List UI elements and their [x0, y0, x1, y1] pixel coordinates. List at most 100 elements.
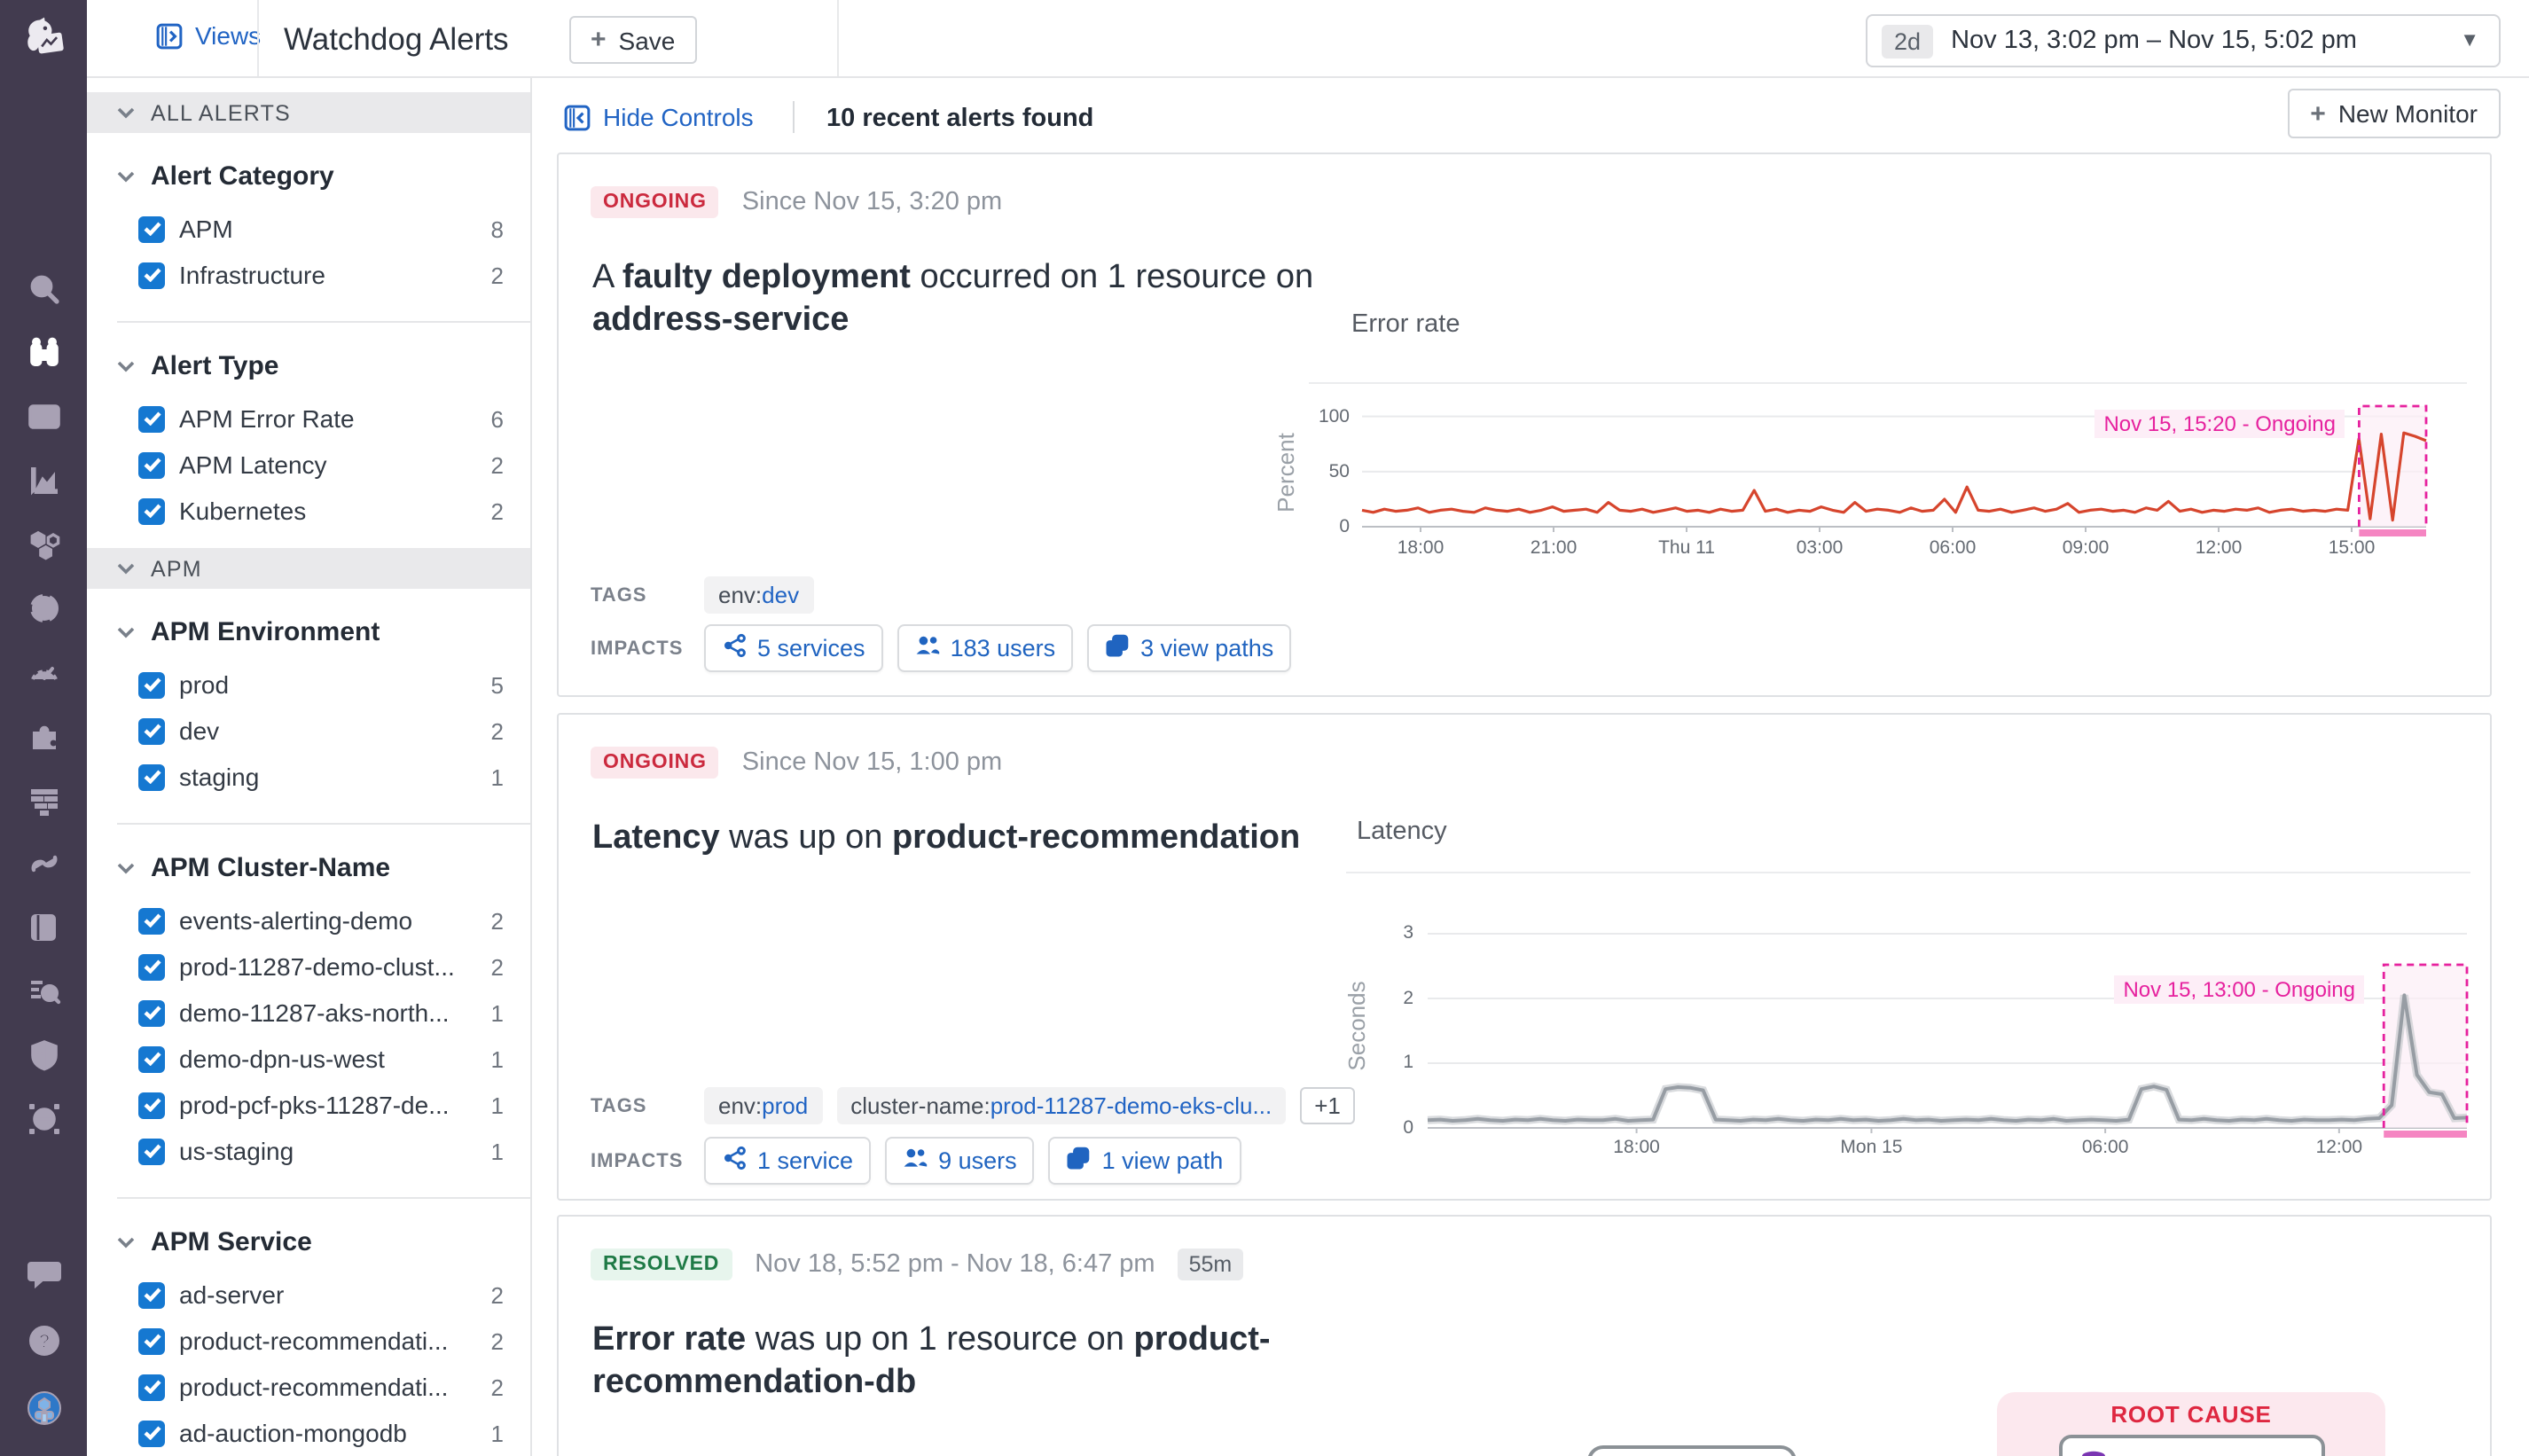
checkbox-checked[interactable]: [138, 1092, 165, 1118]
alert-title: A faulty deployment occurred on 1 resour…: [592, 259, 1314, 339]
checkbox-checked[interactable]: [138, 953, 165, 980]
impact-services-button[interactable]: 5 services: [704, 624, 883, 672]
checkbox-checked[interactable]: [138, 1420, 165, 1446]
save-button[interactable]: + Save: [569, 16, 697, 64]
apm-icon[interactable]: [24, 589, 63, 628]
filter-row-product-recommendati-[interactable]: product-recommendati... 2: [87, 1364, 530, 1410]
checkbox-checked[interactable]: [138, 1327, 165, 1354]
impact-view-paths-button[interactable]: 3 view paths: [1087, 624, 1292, 672]
filter-row-infrastructure[interactable]: Infrastructure 2: [87, 252, 530, 298]
filter-row-staging[interactable]: staging 1: [87, 754, 530, 800]
check-icon: [143, 1144, 161, 1158]
new-monitor-label: New Monitor: [2337, 99, 2478, 128]
notebooks-icon[interactable]: [24, 908, 63, 947]
filter-row-prod-pcf-pks-11287-de-[interactable]: prod-pcf-pks-11287-de... 1: [87, 1082, 530, 1128]
filter-row-demo-11287-aks-north-[interactable]: demo-11287-aks-north... 1: [87, 990, 530, 1036]
anomaly-annotation: Nov 15, 13:00 - Ongoing: [2114, 975, 2364, 1004]
checkbox-checked[interactable]: [138, 405, 165, 432]
trace-search-icon[interactable]: [24, 972, 63, 1011]
impact-services-button[interactable]: 1 service: [704, 1137, 872, 1185]
impact-label: 1 view path: [1101, 1147, 1224, 1174]
network-globe-icon[interactable]: [24, 1100, 63, 1139]
impact-users-button[interactable]: 183 users: [897, 624, 1074, 672]
filter-group-title[interactable]: APM Cluster-Name: [87, 848, 530, 887]
checkbox-checked[interactable]: [138, 671, 165, 698]
filter-group-title[interactable]: Alert Category: [87, 156, 530, 195]
latency-chart[interactable]: Latency Seconds 0 1 2 3 18:00 Mon 15 06:00 12:0…: [559, 715, 2490, 1199]
filter-group-title[interactable]: Alert Type: [87, 346, 530, 385]
metrics-icon[interactable]: [24, 461, 63, 500]
checkbox-checked[interactable]: [138, 497, 165, 524]
error-rate-chart[interactable]: Error rate Percent 0 50 100 18:00 21:00 Thu 1…: [559, 154, 2490, 695]
filter-group-apm-cluster-name: APM Cluster-Name events-alerting-demo 2 pro…: [87, 848, 530, 1174]
checkbox-checked[interactable]: [138, 1045, 165, 1072]
tag-pill[interactable]: env:prod: [704, 1087, 823, 1124]
filter-row-dev[interactable]: dev 2: [87, 708, 530, 754]
logs-filter-icon[interactable]: [24, 780, 63, 819]
filter-row-ad-server[interactable]: ad-server 2: [87, 1272, 530, 1318]
infrastructure-icon[interactable]: [24, 525, 63, 564]
more-tags-pill[interactable]: +1: [1300, 1087, 1355, 1124]
search-icon[interactable]: [24, 270, 63, 309]
apm-section-header[interactable]: APM: [87, 548, 530, 589]
filter-row-prod-11287-demo-clust-[interactable]: prod-11287-demo-clust... 2: [87, 943, 530, 990]
new-monitor-button[interactable]: + New Monitor: [2287, 89, 2501, 138]
filter-row-us-staging[interactable]: us-staging 1: [87, 1128, 530, 1174]
chevron-down-icon: [117, 563, 135, 575]
checkbox-checked[interactable]: [138, 215, 165, 242]
filter-group-title[interactable]: APM Environment: [87, 612, 530, 651]
filter-count: 8: [490, 215, 504, 242]
alert-card-latency[interactable]: ONGOING Since Nov 15, 1:00 pm Latency wa…: [557, 713, 2492, 1201]
checkbox-checked[interactable]: [138, 451, 165, 478]
save-label: Save: [618, 26, 676, 54]
x-tick-label: 21:00: [1530, 537, 1578, 559]
filter-row-apm-latency[interactable]: APM Latency 2: [87, 442, 530, 488]
chart-title: Error rate: [1351, 310, 1460, 339]
filter-row-kubernetes[interactable]: Kubernetes 2: [87, 488, 530, 534]
check-icon: [143, 677, 161, 692]
hide-controls-button[interactable]: Hide Controls: [564, 103, 754, 131]
time-range-picker[interactable]: 2d Nov 13, 3:02 pm – Nov 15, 5:02 pm ▼: [1866, 14, 2501, 67]
filter-row-ad-auction-mongodb[interactable]: ad-auction-mongodb 1: [87, 1410, 530, 1456]
views-button[interactable]: Views: [156, 21, 261, 50]
integrations-puzzle-icon[interactable]: [24, 716, 63, 755]
root-cause-service-node[interactable]: product-: [2058, 1435, 2324, 1456]
checkbox-checked[interactable]: [138, 717, 165, 744]
checkbox-checked[interactable]: [138, 1374, 165, 1400]
dashboards-icon[interactable]: [24, 397, 63, 436]
tag-pill[interactable]: cluster-name:prod-11287-demo-eks-clu...: [836, 1087, 1287, 1124]
all-alerts-section-header[interactable]: ALL ALERTS: [87, 92, 530, 133]
checkbox-checked[interactable]: [138, 1281, 165, 1308]
top-bar: Views Watchdog Alerts + Save 2d Nov 13, …: [87, 0, 2529, 78]
checkbox-checked[interactable]: [138, 763, 165, 790]
filter-row-events-alerting-demo[interactable]: events-alerting-demo 2: [87, 897, 530, 943]
checkbox-checked[interactable]: [138, 999, 165, 1026]
watchdog-icon[interactable]: [24, 333, 63, 372]
chat-icon[interactable]: [26, 1256, 61, 1300]
y-tick-label: 3: [1403, 922, 1413, 944]
y-tick-label: 50: [1328, 460, 1350, 482]
security-shield-icon[interactable]: [24, 1036, 63, 1075]
alert-card-faulty-deployment[interactable]: ONGOING Since Nov 15, 3:20 pm A faulty d…: [557, 153, 2492, 697]
alert-card-error-rate-resolved[interactable]: RESOLVED Nov 18, 5:52 pm - Nov 18, 6:47 …: [557, 1215, 2492, 1456]
filter-group-title[interactable]: APM Service: [87, 1222, 530, 1261]
chart-title: Latency: [1357, 818, 1447, 846]
synthetics-icon[interactable]: [24, 844, 63, 883]
filter-row-prod[interactable]: prod 5: [87, 661, 530, 708]
datadog-logo-icon[interactable]: [0, 0, 87, 78]
impact-view-paths-button[interactable]: 1 view path: [1048, 1137, 1241, 1185]
filter-row-product-recommendati-[interactable]: product-recommendati... 2: [87, 1318, 530, 1364]
filter-row-demo-dpn-us-west[interactable]: demo-dpn-us-west 1: [87, 1036, 530, 1082]
user-avatar[interactable]: [26, 1390, 61, 1435]
tag-pill[interactable]: env:dev: [704, 576, 814, 614]
checkbox-checked[interactable]: [138, 1138, 165, 1164]
impact-users-button[interactable]: 9 users: [885, 1137, 1035, 1185]
related-service-node[interactable]: product-: [1587, 1445, 1797, 1456]
checkbox-checked[interactable]: [138, 907, 165, 934]
filter-row-apm[interactable]: APM 8: [87, 206, 530, 252]
help-icon[interactable]: ?: [26, 1323, 61, 1367]
alert-time: Since Nov 15, 3:20 pm: [741, 188, 1003, 216]
filter-row-apm-error-rate[interactable]: APM Error Rate 6: [87, 395, 530, 442]
checkbox-checked[interactable]: [138, 262, 165, 288]
monitors-gauge-icon[interactable]: [24, 653, 63, 692]
